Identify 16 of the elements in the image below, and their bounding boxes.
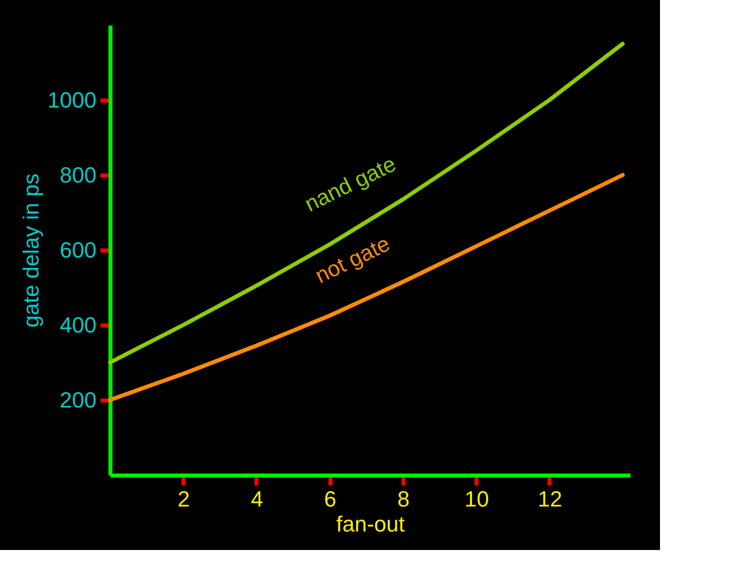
x-tick-label: 8 [397, 486, 410, 512]
y-tick-label: 200 [60, 388, 96, 412]
x-tick-label: 2 [178, 486, 190, 512]
text: not gate [311, 230, 394, 288]
y-tick-label: 1000 [48, 88, 96, 112]
x-tick-label: 4 [250, 486, 264, 512]
y-tick-label: 600 [60, 238, 96, 262]
y-tick-label: 800 [60, 162, 96, 188]
y-tick-label: 400 [60, 312, 96, 338]
y-axis-title: gate delay in ps [18, 173, 44, 328]
x-axis-title: fan-out [336, 512, 405, 536]
x-tick-label: 6 [324, 486, 336, 512]
text: nand gate [300, 151, 400, 216]
line-series [108, 42, 625, 364]
x-tick-label: 10 [464, 486, 489, 512]
x-tick-label: 12 [538, 486, 562, 512]
